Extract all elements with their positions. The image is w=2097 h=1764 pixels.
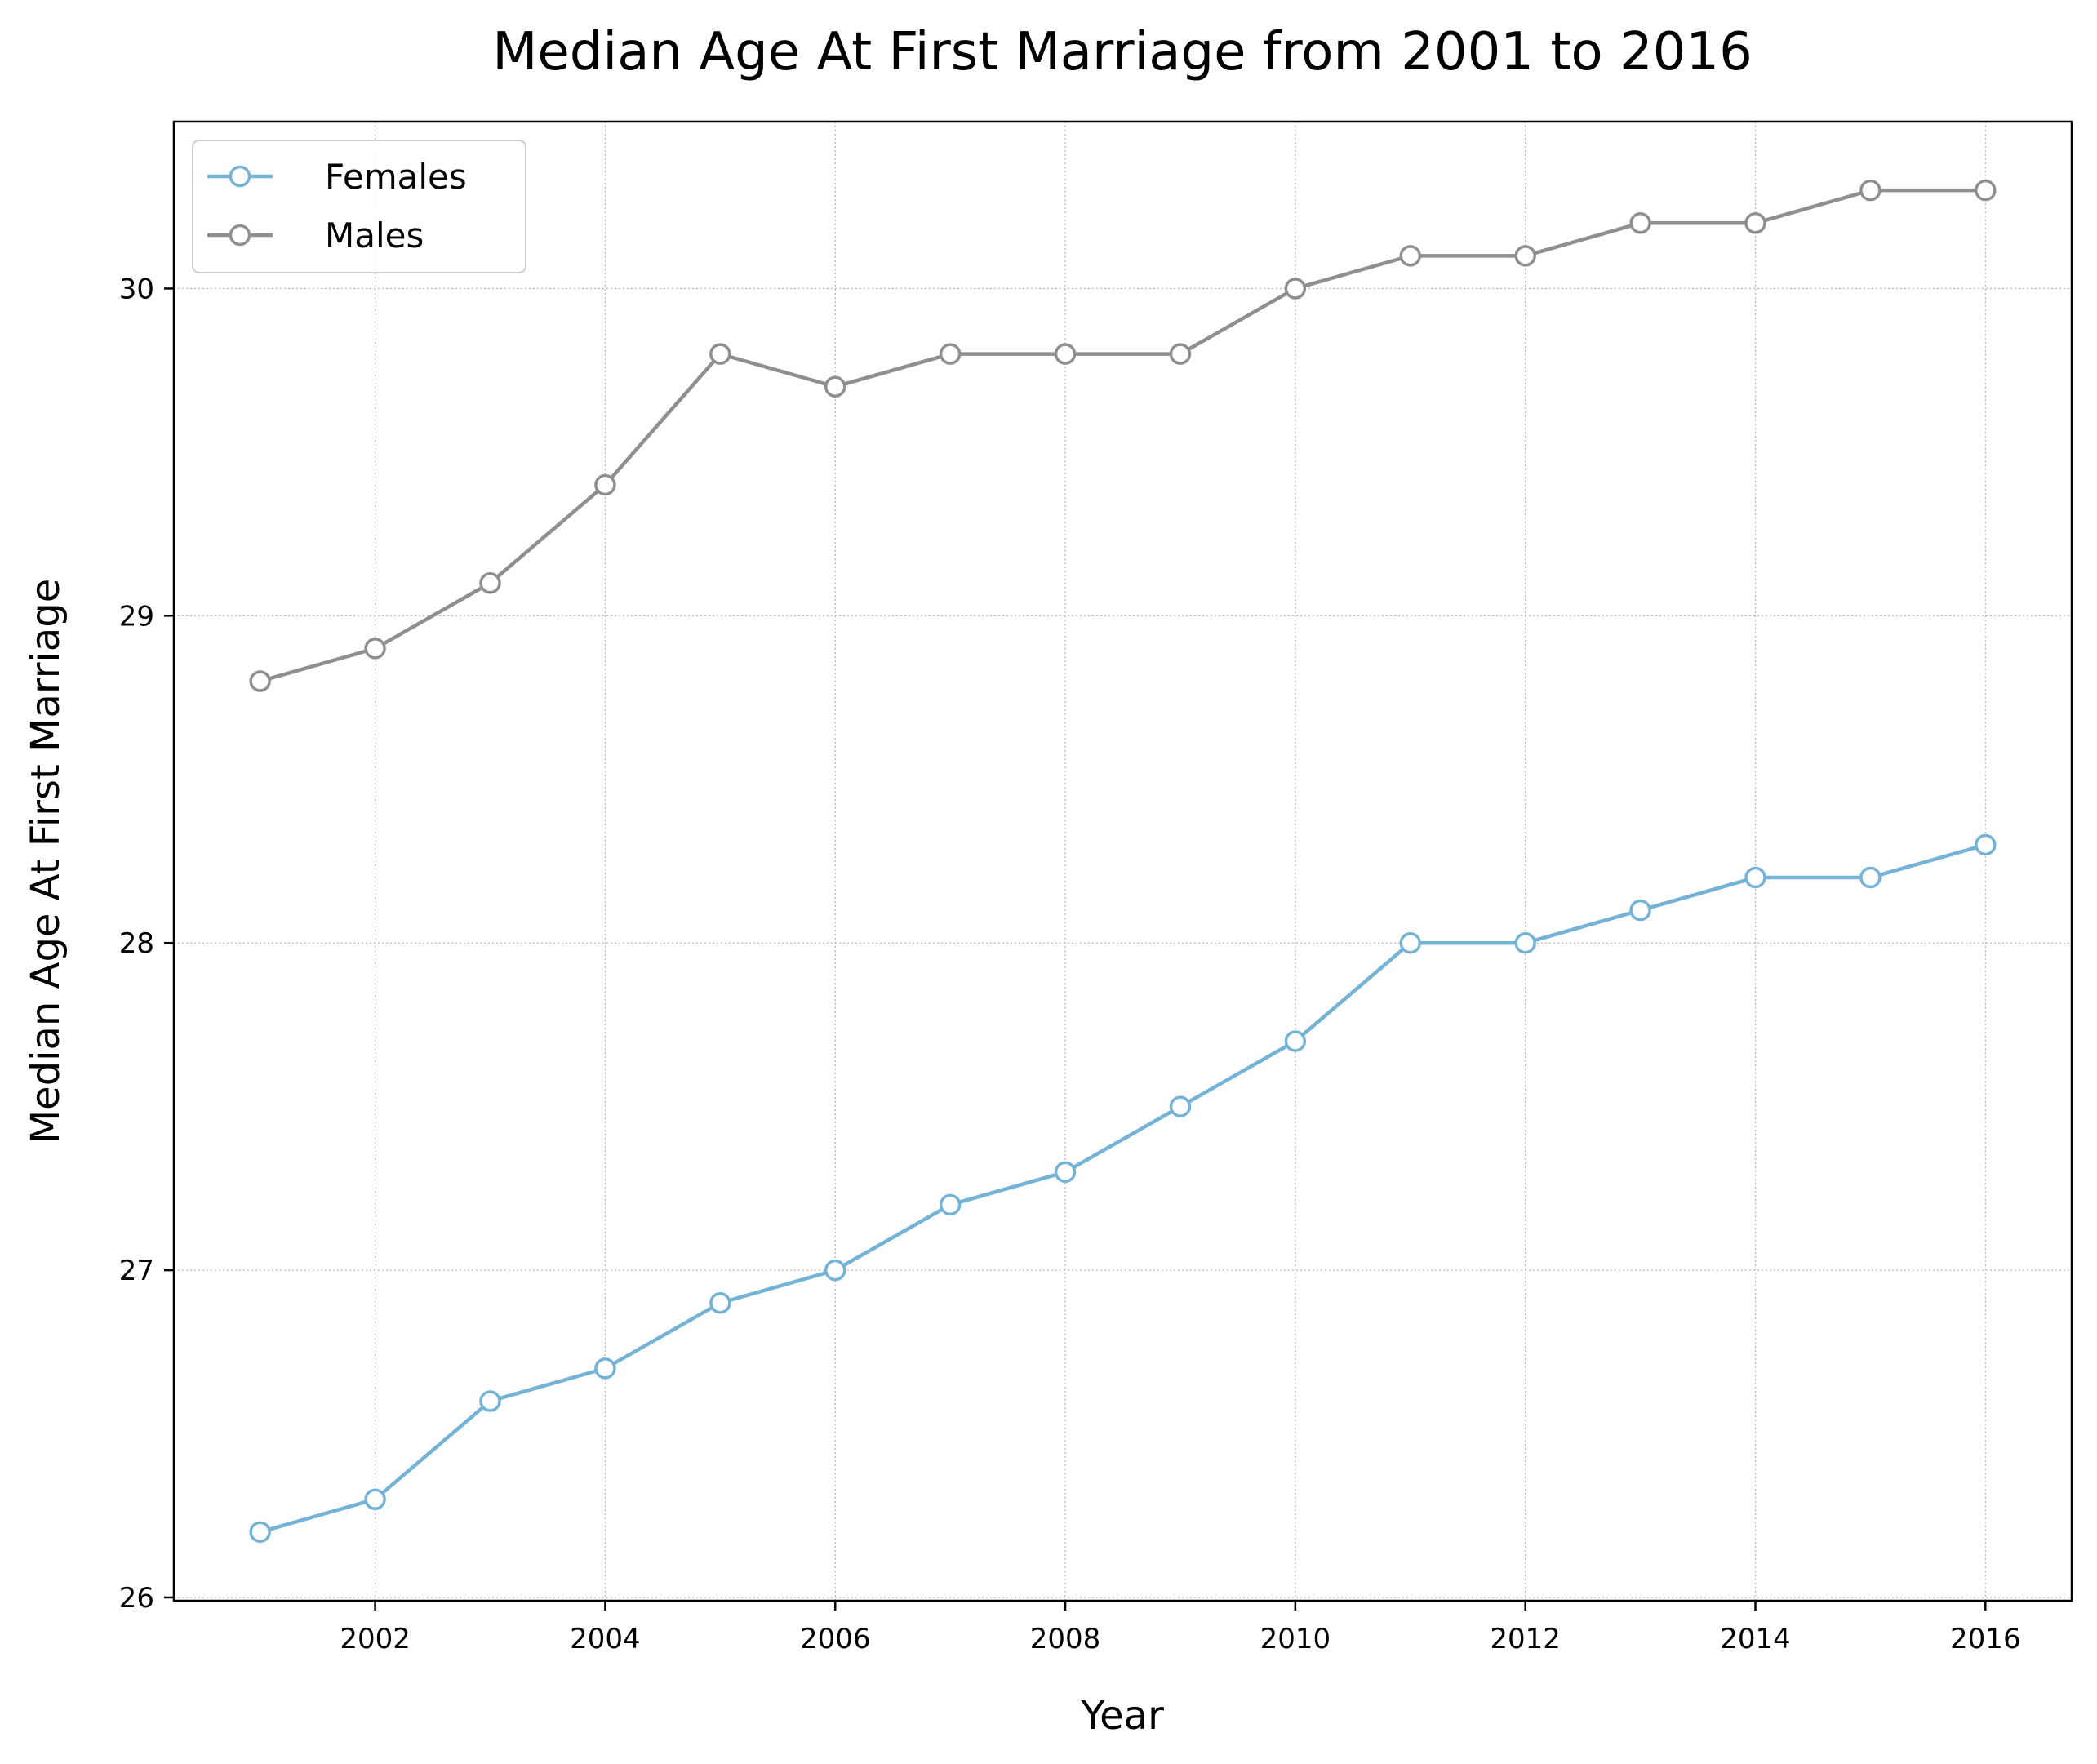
- data-point: [824, 375, 846, 398]
- data-point: [939, 343, 962, 365]
- y-tick-label: 28: [119, 927, 154, 960]
- data-point: [364, 1488, 386, 1510]
- y-tick-label: 29: [119, 600, 154, 633]
- data-point: [1514, 245, 1536, 267]
- axis-ticks: 2002 2004 2006 2008 2010 2012 2014 2016 26 27 28 29…: [119, 273, 2021, 1655]
- data-point: [1975, 833, 1997, 856]
- series-layer: [249, 179, 1997, 1544]
- x-tick-label: 2006: [800, 1623, 871, 1655]
- data-point: [824, 1259, 846, 1282]
- x-tick-label: 2012: [1490, 1623, 1561, 1655]
- data-point: [1054, 343, 1077, 365]
- data-point: [1169, 1095, 1192, 1117]
- data-point: [709, 1291, 731, 1314]
- chart-title: Median Age At First Marriage from 2001 t…: [492, 22, 1753, 82]
- data-point: [249, 670, 271, 692]
- x-tick-label: 2008: [1030, 1623, 1101, 1655]
- data-point: [1399, 245, 1422, 267]
- series-line: [260, 842, 1986, 1534]
- legend-marker: [229, 224, 251, 247]
- data-point: [249, 1521, 271, 1544]
- data-point: [1859, 179, 1882, 202]
- data-point: [1629, 212, 1651, 234]
- x-axis-label: Year: [1080, 1693, 1164, 1739]
- data-point: [1399, 931, 1422, 954]
- x-tick-label: 2014: [1720, 1623, 1791, 1655]
- legend-marker: [229, 165, 251, 188]
- grid-lines: [174, 122, 2072, 1601]
- data-point: [1284, 1030, 1307, 1052]
- legend: Females Males: [192, 140, 526, 273]
- data-point: [1169, 343, 1192, 365]
- y-axis-label: Median Age At First Marriage: [23, 579, 69, 1144]
- data-point: [1744, 866, 1766, 889]
- data-point: [1054, 1161, 1077, 1184]
- data-point: [364, 638, 386, 660]
- legend-frame: [192, 140, 526, 273]
- data-point: [1514, 931, 1536, 954]
- data-point: [1284, 278, 1307, 300]
- x-tick-label: 2016: [1950, 1623, 2021, 1655]
- data-point: [594, 1357, 616, 1380]
- x-tick-label: 2010: [1260, 1623, 1331, 1655]
- data-point: [939, 1193, 962, 1216]
- data-point: [479, 571, 501, 594]
- data-point: [594, 473, 616, 496]
- x-tick-label: 2004: [570, 1623, 641, 1655]
- data-point: [479, 1390, 501, 1412]
- legend-label: Males: [325, 216, 424, 255]
- data-point: [1975, 179, 1997, 202]
- data-point: [1744, 212, 1766, 234]
- y-tick-label: 26: [119, 1582, 154, 1615]
- data-point: [709, 343, 731, 365]
- plot-frame: [172, 120, 2073, 1602]
- data-point: [1859, 866, 1882, 889]
- y-tick-label: 27: [119, 1255, 154, 1287]
- series-line: [260, 188, 1986, 683]
- y-tick-label: 30: [119, 273, 154, 305]
- x-tick-label: 2002: [340, 1623, 411, 1655]
- data-point: [1629, 899, 1651, 922]
- series-females: [249, 833, 1997, 1544]
- series-males: [249, 179, 1997, 692]
- legend-label: Females: [325, 157, 467, 197]
